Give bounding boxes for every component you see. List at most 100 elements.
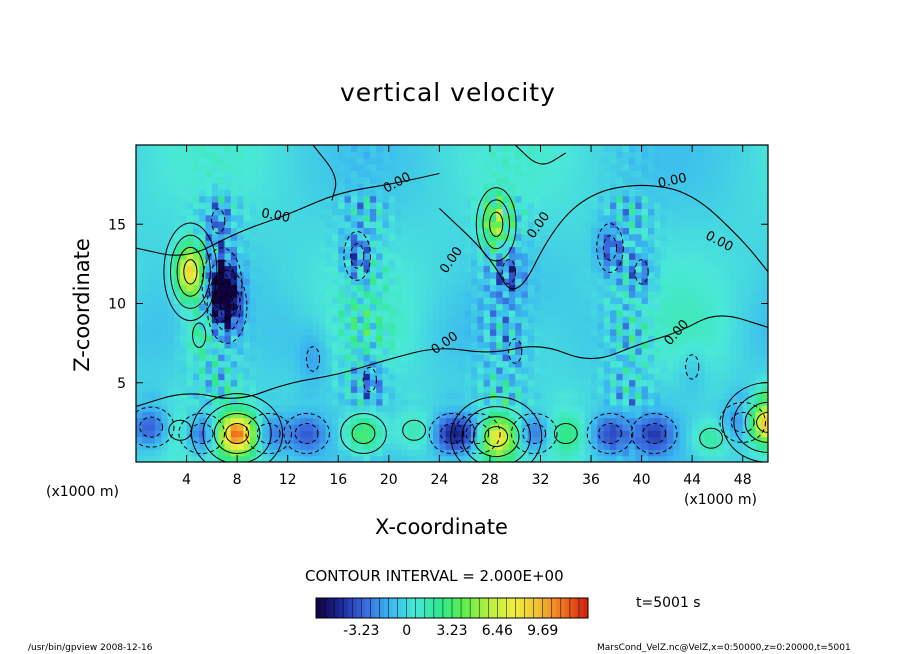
field-cell — [559, 385, 567, 393]
field-cell — [154, 398, 162, 406]
field-cell — [527, 411, 535, 419]
field-cell — [142, 214, 150, 222]
field-cell — [420, 316, 428, 324]
field-cell — [698, 284, 706, 292]
field-cell — [420, 373, 428, 381]
field-cell — [344, 316, 352, 324]
field-cell — [154, 145, 162, 152]
field-cell — [192, 360, 200, 368]
field-cell — [211, 373, 219, 381]
field-cell — [483, 449, 491, 457]
field-cell — [470, 322, 478, 330]
field-cell — [414, 183, 421, 190]
field-cell — [262, 164, 270, 171]
field-cell — [369, 145, 377, 152]
field-cell — [161, 392, 169, 400]
field-cell — [685, 411, 693, 419]
field-cell — [755, 189, 763, 197]
field-cell — [635, 189, 643, 197]
field-cell — [211, 221, 219, 229]
field-cell — [262, 151, 270, 159]
field-cell — [654, 341, 662, 349]
field-cell — [704, 303, 712, 311]
field-cell — [730, 316, 737, 324]
field-cell — [281, 328, 289, 336]
field-cell — [464, 360, 472, 368]
field-cell — [489, 195, 497, 203]
field-cell — [256, 145, 263, 152]
field-cell — [546, 202, 554, 209]
field-cell — [521, 297, 529, 305]
field-cell — [464, 341, 472, 349]
field-cell — [192, 341, 200, 349]
field-cell — [161, 436, 169, 444]
field-cell — [300, 316, 308, 324]
field-cell — [673, 214, 681, 222]
field-cell — [489, 176, 497, 184]
field-cell — [647, 436, 655, 444]
field-cell — [673, 436, 681, 444]
field-cell — [578, 183, 586, 190]
field-cell — [287, 221, 295, 229]
field-cell — [312, 208, 320, 216]
field-cell — [439, 227, 447, 235]
field-cell — [616, 392, 624, 400]
field-cell — [711, 271, 719, 279]
field-cell — [711, 164, 719, 171]
field-cell — [723, 316, 731, 324]
field-cell — [325, 392, 333, 400]
field-cell — [610, 316, 617, 324]
field-cell — [559, 176, 567, 184]
field-cell — [344, 417, 352, 425]
field-cell — [439, 290, 447, 298]
field-cell — [173, 214, 181, 222]
field-cell — [363, 183, 371, 190]
field-cell — [382, 221, 390, 229]
field-cell — [654, 417, 662, 425]
field-cell — [546, 366, 554, 374]
field-cell — [180, 290, 188, 298]
field-cell — [376, 170, 384, 178]
field-cell — [142, 278, 150, 286]
field-cell — [344, 157, 352, 165]
field-cell — [698, 392, 706, 400]
field-cell — [477, 436, 485, 444]
field-cell — [679, 366, 687, 374]
field-cell — [470, 341, 478, 349]
field-cell — [679, 202, 687, 209]
field-cell — [275, 176, 282, 184]
field-cell — [142, 145, 150, 152]
field-cell — [622, 164, 630, 171]
field-cell — [508, 252, 516, 260]
field-cell — [470, 303, 478, 311]
field-cell — [237, 430, 245, 438]
field-cell — [211, 265, 219, 273]
field-cell — [749, 303, 756, 311]
field-cell — [654, 164, 662, 171]
field-cell — [306, 290, 314, 298]
field-cell — [376, 354, 384, 362]
field-cell — [312, 195, 320, 203]
field-cell — [376, 366, 384, 374]
field-cell — [704, 392, 712, 400]
field-cell — [565, 366, 573, 374]
field-cell — [755, 202, 763, 209]
field-cell — [654, 240, 662, 248]
field-cell — [136, 240, 143, 248]
field-cell — [382, 455, 390, 462]
field-cell — [508, 265, 516, 273]
field-cell — [749, 233, 756, 241]
field-cell — [199, 436, 207, 444]
field-cell — [426, 227, 434, 235]
field-cell — [622, 366, 630, 374]
field-cell — [470, 436, 478, 444]
field-cell — [205, 442, 213, 450]
field-cell — [243, 417, 251, 425]
field-cell — [559, 436, 567, 444]
field-cell — [742, 189, 750, 197]
field-cell — [546, 240, 554, 248]
field-cell — [673, 240, 681, 248]
field-cell — [483, 240, 491, 248]
field-cell — [249, 221, 257, 229]
field-cell — [294, 208, 301, 216]
